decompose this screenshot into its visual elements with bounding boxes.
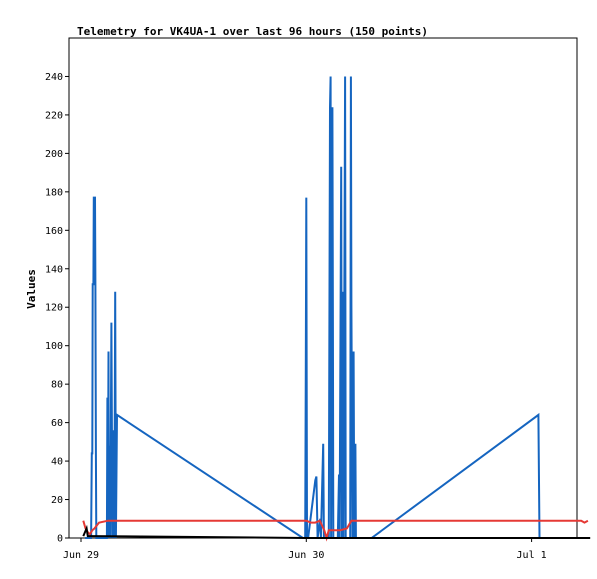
- y-axis: 0 20 40 60 80 100 120 140 160 180 200 220 240: [45, 72, 69, 545]
- series-line-3: [82, 524, 591, 539]
- x-axis: Jun 29 Jun 30 Jul 1: [63, 538, 547, 561]
- y-tick-label: 60: [51, 418, 63, 429]
- y-tick-label: 120: [45, 303, 63, 314]
- y-tick-label: 240: [45, 72, 63, 83]
- y-tick-label: 0: [57, 534, 63, 545]
- y-tick-label: 100: [45, 341, 63, 352]
- y-tick-label: 220: [45, 110, 63, 121]
- x-tick-label: Jul 1: [517, 550, 547, 561]
- y-tick-label: 80: [51, 380, 63, 391]
- y-tick-label: 200: [45, 149, 63, 160]
- y-tick-label: 140: [45, 264, 63, 275]
- y-tick-label: 180: [45, 187, 63, 198]
- x-tick-label: Jun 30: [288, 550, 324, 561]
- y-tick-label: 40: [51, 457, 63, 468]
- y-tick-label: 160: [45, 226, 63, 237]
- chart-title: Telemetry for VK4UA-1 over last 96 hours…: [77, 25, 428, 38]
- x-tick-label: Jun 29: [63, 550, 99, 561]
- y-tick-label: 20: [51, 495, 63, 506]
- y-axis-label: Values: [25, 269, 38, 309]
- series-group: [82, 76, 591, 542]
- series-line-2: [82, 519, 589, 542]
